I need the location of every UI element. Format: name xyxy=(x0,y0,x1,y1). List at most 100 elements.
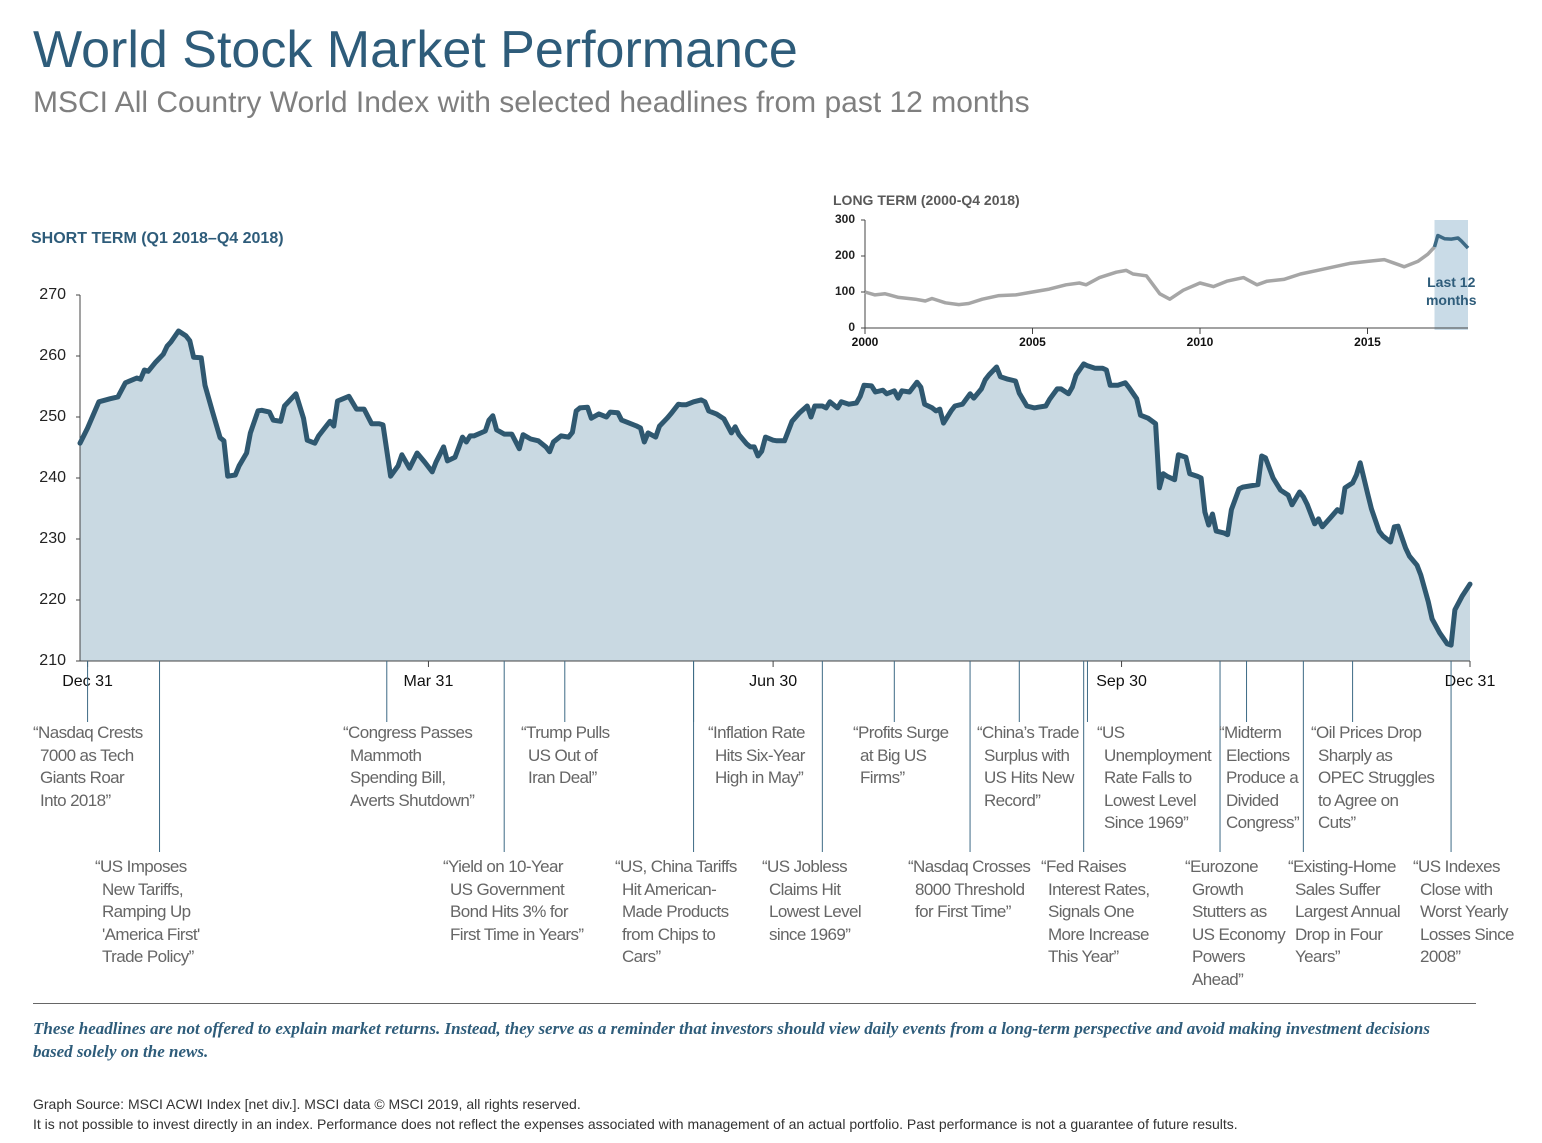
annotation-line: US Government xyxy=(450,879,565,899)
annotation-line: “Nasdaq Crosses xyxy=(908,857,1031,876)
annotation-line: Sales Suffer xyxy=(1295,879,1381,899)
annotation-line: OPEC Struggles xyxy=(1318,768,1435,787)
annotation-line: 'America First' xyxy=(102,924,200,944)
series-line xyxy=(1432,233,1470,250)
annotation-line: Growth xyxy=(1192,879,1244,899)
annotation: “Eurozone Growth Stutters as US Economy Powe… xyxy=(1185,856,1286,991)
annotation-line: “Oil Prices Drop xyxy=(1311,723,1422,742)
subtitle: MSCI All Country World Index with select… xyxy=(33,86,1030,119)
annotation-line: Surplus with xyxy=(984,745,1070,765)
annotation-line: Record” xyxy=(984,790,1041,810)
x-tick-label: 2015 xyxy=(1354,335,1381,349)
annotation-line: at Big US xyxy=(860,745,927,765)
annotation-line: “US Jobless xyxy=(762,857,848,876)
y-tick-label: 270 xyxy=(39,286,66,303)
annotation-line: More Increase xyxy=(1048,924,1149,944)
annotation: “Existing-Home Sales Suffer Largest Annual… xyxy=(1288,856,1401,969)
annotation: “Oil Prices Drop Sharply as OPEC Struggles… xyxy=(1311,722,1435,835)
divider xyxy=(33,1003,1476,1004)
annotation-line: US Economy xyxy=(1192,924,1286,944)
annotation-line: 2008” xyxy=(1420,947,1461,966)
annotation-line: Since 1969” xyxy=(1104,813,1189,832)
annotation-line: “Inflation Rate xyxy=(708,723,805,742)
annotation-line: High in May” xyxy=(715,768,804,787)
y-tick-label: 100 xyxy=(835,284,855,298)
x-tick-label: Dec 31 xyxy=(1445,673,1496,690)
x-tick-label: Mar 31 xyxy=(404,673,454,690)
annotation: “US Indexes Close with Worst Yearly Losses … xyxy=(1413,856,1515,969)
y-tick-label: 200 xyxy=(835,248,855,262)
annotation-line: “US Imposes xyxy=(95,857,187,876)
annotation: “Trump Pulls US Out of Iran Deal” xyxy=(521,722,610,790)
annotation-line: US Hits New xyxy=(984,768,1074,787)
annotation-line: Drop in Four xyxy=(1295,924,1383,944)
annotation: “Yield on 10-Year US Government Bond Hits … xyxy=(443,856,584,946)
y-tick-label: 260 xyxy=(39,347,66,364)
annotation-line: New Tariffs, xyxy=(102,879,184,899)
annotation-line: Hit American- xyxy=(622,879,717,899)
annotation-line: 8000 Threshold xyxy=(915,879,1025,899)
annotation-line: Spending Bill, xyxy=(350,768,446,787)
short-term-title: SHORT TERM (Q1 2018–Q4 2018) xyxy=(31,230,284,247)
annotation-line: Interest Rates, xyxy=(1048,879,1150,899)
y-tick-label: 250 xyxy=(39,408,66,425)
annotation: “US, China Tariffs Hit American- Made Prod… xyxy=(615,856,737,969)
annotation-line: Losses Since xyxy=(1420,924,1515,944)
annotation-line: First Time in Years” xyxy=(450,924,584,944)
annotation: “US Unemployment Rate Falls to Lowest Level… xyxy=(1097,722,1212,835)
annotation-line: Unemployment xyxy=(1104,745,1212,765)
annotation-line: Mammoth xyxy=(350,745,422,765)
annotation-line: Iran Deal” xyxy=(528,768,597,787)
annotation-line: Close with xyxy=(1420,879,1493,899)
x-tick-label: 2000 xyxy=(852,335,879,349)
annotation-line: Powers xyxy=(1192,947,1246,966)
x-tick-label: 2005 xyxy=(1019,335,1046,349)
annotation-line: “Existing-Home xyxy=(1288,857,1396,876)
annotation-line: to Agree on xyxy=(1318,790,1399,810)
annotation: “Nasdaq Crosses 8000 Threshold for First T… xyxy=(908,856,1031,924)
y-tick-label: 220 xyxy=(39,591,66,608)
annotation-line: Lowest Level xyxy=(1104,790,1197,810)
annotation-line: Made Products xyxy=(622,902,729,921)
annotation-line: Congress” xyxy=(1226,813,1300,832)
note: These headlines are not offered to expla… xyxy=(33,1019,1430,1061)
source: Graph Source: MSCI ACWI Index [net div.]… xyxy=(33,1096,581,1112)
annotation-line: “US Indexes xyxy=(1413,857,1501,876)
annotation: “US Imposes New Tariffs, Ramping Up 'Americ… xyxy=(95,856,200,969)
annotation: “Inflation Rate Hits Six-Year High in May” xyxy=(708,722,805,790)
annotation: “US Jobless Claims Hit Lowest Level since 1… xyxy=(762,856,862,946)
disclaimer: It is not possible to invest directly in… xyxy=(33,1116,1238,1132)
annotation-line: “Trump Pulls xyxy=(521,723,610,742)
annotation-line: 7000 as Tech xyxy=(40,745,134,765)
annotation-line: Into 2018” xyxy=(40,790,111,810)
annotation-line: “Yield on 10-Year xyxy=(443,857,564,876)
annotation-line: Lowest Level xyxy=(769,902,862,921)
annotation: “Profits Surge at Big US Firms” xyxy=(853,722,949,790)
annotation-line: Largest Annual xyxy=(1295,902,1401,921)
annotation-line: Produce a xyxy=(1226,768,1299,787)
annotation-line: from Chips to xyxy=(622,924,716,944)
x-tick-label: Jun 30 xyxy=(749,673,797,690)
highlight-label: Last 12 months xyxy=(1425,274,1477,308)
annotation-line: Giants Roar xyxy=(40,768,125,787)
annotation-line: Hits Six-Year xyxy=(715,745,805,765)
annotation-line: Cars” xyxy=(622,947,661,966)
annotation-line: Ramping Up xyxy=(102,902,191,921)
annotation-line: “Eurozone xyxy=(1185,857,1259,876)
x-tick-label: Sep 30 xyxy=(1096,673,1147,690)
annotation: “Nasdaq Crests 7000 as Tech Giants Roar Int… xyxy=(33,722,143,812)
annotation-line: Divided xyxy=(1226,790,1279,810)
annotation-line: Firms” xyxy=(860,768,905,787)
annotation-line: Averts Shutdown” xyxy=(350,790,475,810)
index-line xyxy=(77,328,1473,648)
annotation-line: Elections xyxy=(1226,745,1290,765)
y-tick-label: 0 xyxy=(848,320,855,334)
annotation-line: Claims Hit xyxy=(769,879,841,899)
annotation-line: Stutters as xyxy=(1192,902,1267,921)
annotation-line: “Nasdaq Crests xyxy=(33,723,143,742)
x-tick-label: 2010 xyxy=(1187,335,1214,349)
y-tick-label: 300 xyxy=(835,212,855,226)
annotation-line: “Fed Raises xyxy=(1041,857,1127,876)
annotation: “Midterm Elections Produce a Divided Congres… xyxy=(1219,722,1300,835)
